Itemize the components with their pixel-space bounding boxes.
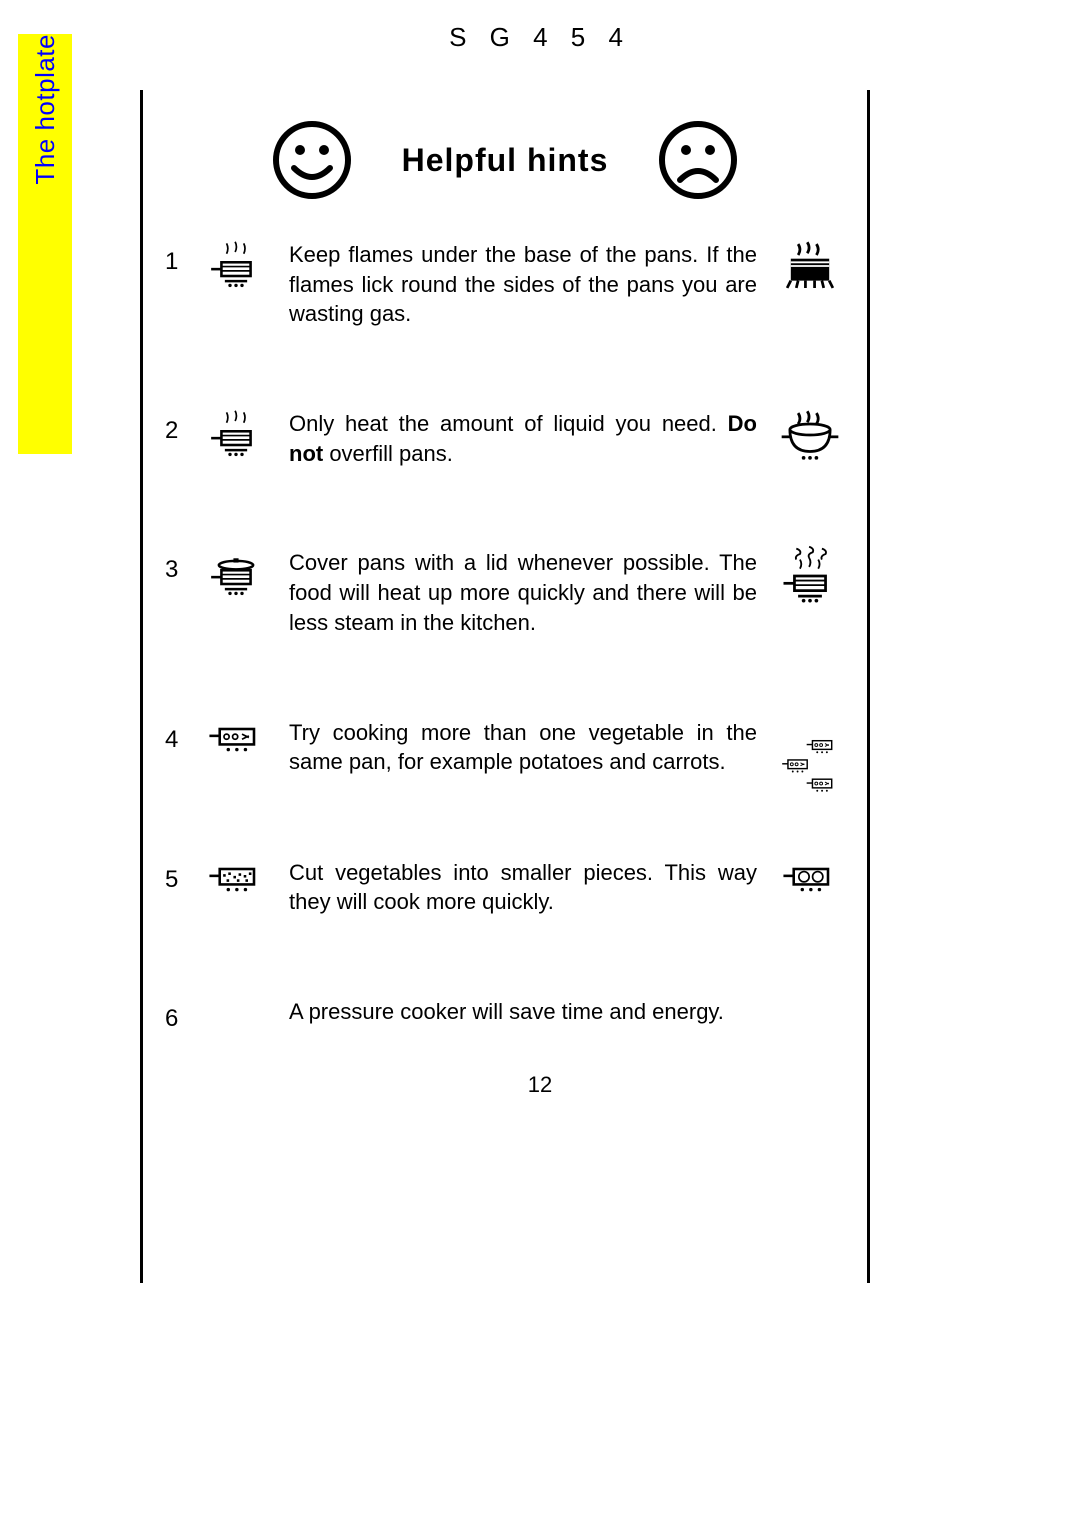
- hint-row: 2 Only heat the amount of liquid you nee…: [165, 399, 845, 468]
- hint-number: 5: [165, 848, 183, 894]
- smile-face-icon: [272, 120, 352, 200]
- hint-number: 3: [165, 538, 183, 584]
- hint-number: 6: [165, 987, 183, 1033]
- content-frame: Helpful hints 1 Keep flames under the ba…: [140, 90, 870, 1283]
- empty-icon: [201, 987, 271, 991]
- frown-face-icon: [658, 120, 738, 200]
- pan-open-steam-icon: [775, 538, 845, 610]
- hint-text: Try cooking more than one vegetable in t…: [289, 708, 757, 777]
- pan-big-flame-icon: [775, 230, 845, 298]
- hint-text-part: Only heat the amount of liquid you need.: [289, 411, 728, 436]
- section-title: Helpful hints: [402, 142, 609, 179]
- hint-number: 2: [165, 399, 183, 445]
- hint-row: 4 Try cooking more than one vegetable in…: [165, 708, 845, 808]
- hint-text-part: overfill pans.: [323, 441, 453, 466]
- pan-big-pieces-icon: [775, 848, 845, 898]
- hint-text: Only heat the amount of liquid you need.…: [289, 399, 757, 468]
- header-model-code: S G 4 5 4: [0, 22, 1080, 53]
- side-tab-label: The hotplate: [30, 34, 61, 209]
- hint-text: Cover pans with a lid whenever possible.…: [289, 538, 757, 637]
- page-number: 12: [0, 1072, 1080, 1098]
- hint-row: 5 Cut vegetables into smaller pieces. Th…: [165, 848, 845, 917]
- hint-row: 6 A pressure cooker will save time and e…: [165, 987, 845, 1033]
- side-tab: The hotplate: [18, 34, 72, 454]
- hint-text: Keep flames under the base of the pans. …: [289, 230, 757, 329]
- pan-lid-icon: [201, 538, 271, 602]
- title-row: Helpful hints: [165, 120, 845, 200]
- pan-vegetables-icon: [201, 708, 271, 758]
- hint-text: A pressure cooker will save time and ene…: [289, 987, 757, 1027]
- hint-row: 1 Keep flames under the base of the pans…: [165, 230, 845, 329]
- hint-text: Cut vegetables into smaller pieces. This…: [289, 848, 757, 917]
- page: The hotplate S G 4 5 4 Helpful hints 1 K…: [0, 0, 1080, 1528]
- pan-overfill-icon: [775, 399, 845, 467]
- pan-steam-icon: [201, 399, 271, 463]
- pan-small-flame-icon: [201, 230, 271, 294]
- three-pans-icon: [775, 708, 845, 808]
- hint-row: 3 Cover pans with a lid whenever possibl…: [165, 538, 845, 637]
- empty-icon: [775, 987, 845, 991]
- pan-small-pieces-icon: [201, 848, 271, 898]
- hint-number: 1: [165, 230, 183, 276]
- hint-number: 4: [165, 708, 183, 754]
